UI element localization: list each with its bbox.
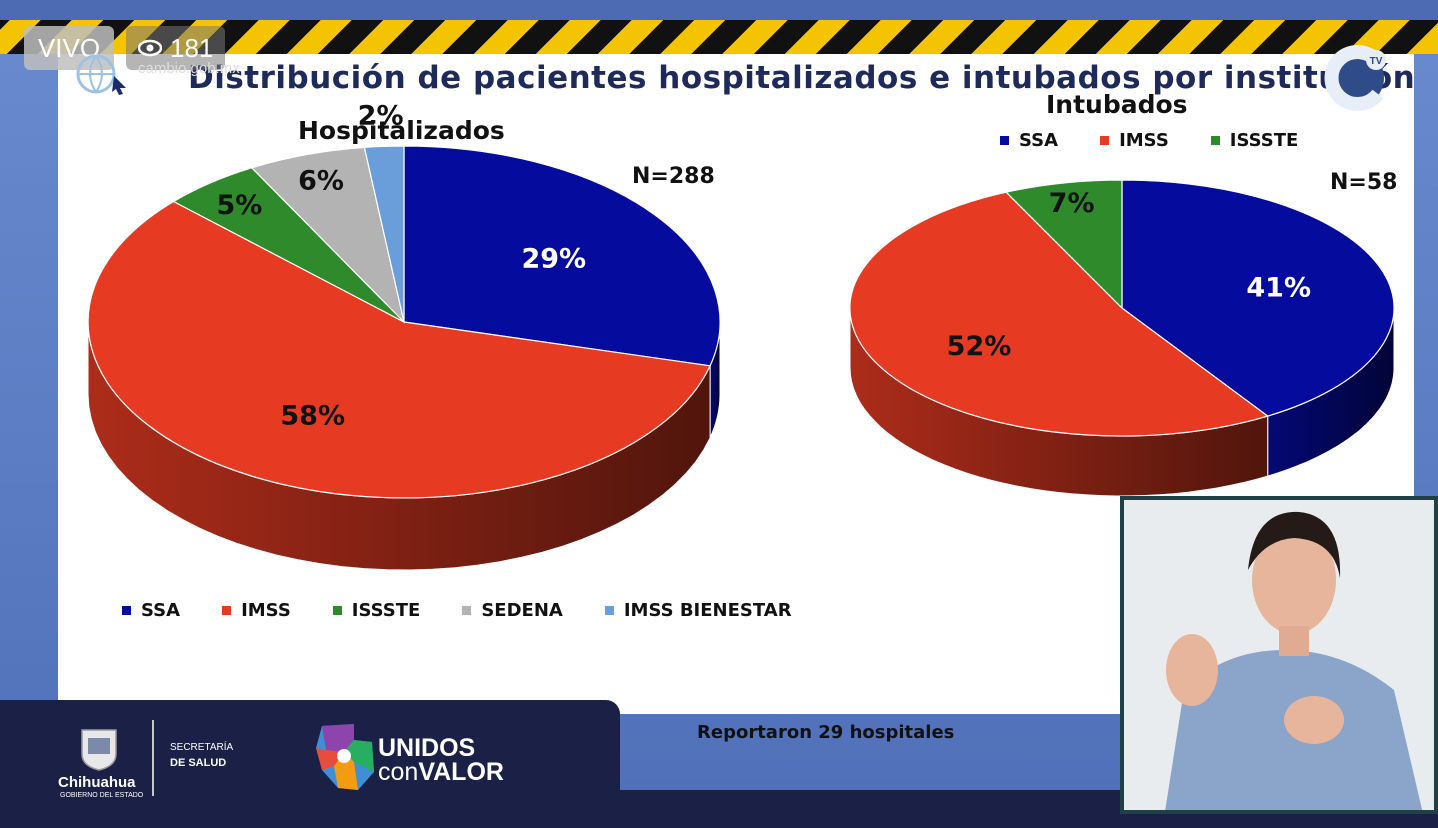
legend-item-issste: ISSSTE [1210, 130, 1299, 151]
footer-branding: Chihuahua GOBIERNO DEL ESTADO SECRETARÍA… [0, 700, 620, 828]
interpreter-figure [1124, 500, 1434, 810]
state-seal-icon [81, 729, 117, 771]
legend-label: SEDENA [481, 600, 563, 621]
campaign-con: con [378, 758, 419, 786]
legend-label: ISSSTE [351, 600, 421, 621]
pie-hospitalizados: 29% 58% 5% 6% 2% [87, 101, 721, 571]
n-label-hospitalizados: N=288 [632, 164, 715, 189]
state-sub: GOBIERNO DEL ESTADO [60, 792, 144, 799]
channel-logo: TV [1324, 45, 1386, 111]
dept-line2: DE SALUD [170, 757, 227, 769]
viewer-count: 181 [170, 32, 214, 63]
state-name: Chihuahua [58, 774, 136, 791]
data-label-imss: 58% [280, 401, 345, 432]
campaign-valor: VALOR [418, 758, 504, 786]
site-watermark: cambio.gob.mx [138, 60, 240, 77]
legend-hospitalizados: SSA IMSS ISSSTE SEDENA IMSS BIENESTAR [122, 600, 834, 621]
data-label-issste: 7% [1049, 188, 1095, 219]
legend-swatch [462, 606, 472, 615]
data-label-sedena: 6% [298, 166, 344, 197]
dept-line1: SECRETARÍA [170, 742, 234, 753]
sign-language-interpreter [1120, 496, 1438, 814]
chart-title-hospitalizados: Hospitalizados [298, 116, 505, 145]
legend-swatch [1100, 136, 1110, 145]
data-label-issste: 5% [216, 190, 262, 221]
campaign-map-icon [316, 724, 374, 790]
legend-item-ssa: SSA [1000, 130, 1058, 151]
top-bar [0, 0, 1438, 20]
data-label-imss-bienestar: 2% [358, 101, 404, 132]
legend-label: ISSSTE [1229, 130, 1299, 151]
legend-item-ssa: SSA [122, 600, 180, 621]
legend-label: IMSS [241, 600, 291, 621]
hazard-stripe [0, 20, 1438, 54]
legend-item-imss: IMSS [222, 600, 291, 621]
pie-slice-ssa [1121, 179, 1395, 417]
viewer-counter: 181 [126, 26, 226, 70]
pie-slice-ssa [403, 145, 721, 367]
slide-title: Distribución de pacientes hospitalizados… [188, 60, 1416, 96]
legend-label: SSA [1019, 130, 1059, 151]
legend-item-imss-bienestar: IMSS BIENESTAR [604, 600, 792, 621]
legend-item-imss: IMSS [1100, 130, 1169, 151]
pie-intubados: 41% 52% 7% [849, 179, 1395, 497]
data-label-ssa: 29% [521, 243, 586, 274]
data-label-imss: 52% [947, 331, 1012, 362]
campaign-line1: UNIDOS [378, 734, 476, 762]
legend-intubados: SSA IMSS ISSSTE [1000, 130, 1340, 151]
legend-label: IMSS BIENESTAR [623, 600, 792, 621]
legend-label: IMSS [1119, 130, 1169, 151]
tv-badge: TV [1370, 56, 1383, 67]
chart-title-intubados: Intubados [1046, 90, 1188, 119]
data-label-ssa: 41% [1246, 273, 1311, 304]
legend-swatch [222, 606, 232, 615]
pie-slice-imss-bienestar [363, 145, 405, 323]
pie-slice-sedena [250, 146, 406, 324]
pie-slice-imss [849, 191, 1270, 437]
campaign-line2: conVALOR [378, 758, 504, 787]
footer-divider [152, 720, 154, 796]
legend-label: SSA [141, 600, 181, 621]
globe-cursor-icon [76, 54, 126, 95]
legend-swatch [1000, 136, 1009, 145]
pie-slice-imss [87, 200, 711, 499]
n-label-intubados: N=58 [1330, 170, 1398, 195]
legend-swatch [604, 606, 614, 615]
footer-note: Reportaron 29 hospitales [697, 722, 955, 743]
legend-swatch [332, 606, 342, 615]
legend-item-sedena: SEDENA [462, 600, 563, 621]
pie-slice-issste [1005, 179, 1123, 310]
legend-item-issste: ISSSTE [332, 600, 421, 621]
eye-icon [138, 39, 162, 57]
legend-swatch [1210, 136, 1220, 145]
legend-swatch [122, 606, 131, 615]
